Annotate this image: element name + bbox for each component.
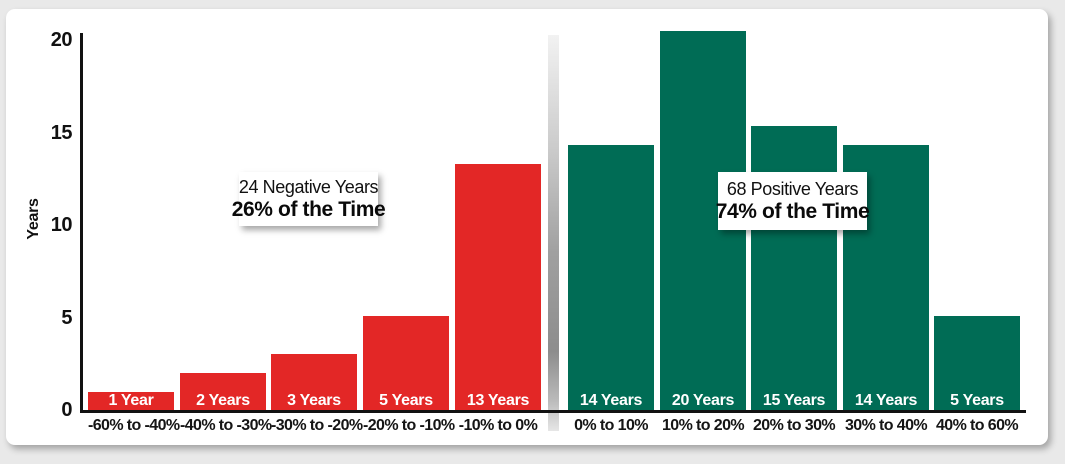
bar-value-label: 20 Years: [671, 392, 735, 409]
bar-value-label: 1 Year: [108, 392, 154, 409]
bar-value-label: 5 Years: [950, 392, 1004, 409]
bar-value-label: 5 Years: [379, 392, 433, 409]
y-axis-line: [80, 33, 83, 413]
negative-years-bar: 13 Years: [455, 164, 541, 411]
x-tick-label: 20% to 30%: [752, 417, 836, 434]
bar-value-label: 2 Years: [196, 392, 250, 409]
divider-bar: [548, 35, 559, 431]
x-tick-label: 30% to 40%: [844, 417, 928, 434]
x-tick-label: -10% to 0%: [458, 417, 538, 434]
y-tick-label: 0: [61, 399, 72, 421]
negative-years-bar: 3 Years: [271, 354, 357, 411]
x-axis-line: [80, 410, 1026, 413]
bar-value-label: 13 Years: [466, 392, 530, 409]
bar-value-label: 14 Years: [579, 392, 643, 409]
positive-years-bar: 15 Years: [751, 126, 837, 411]
negative-annotation-percent: 26% of the Time: [231, 197, 386, 221]
positive-annotation-count: 68 Positive Years: [726, 178, 859, 199]
y-tick-label: 10: [50, 214, 73, 236]
bar-value-label: 15 Years: [762, 392, 826, 409]
bar-value-label: 3 Years: [287, 392, 341, 409]
negative-years-bar: 2 Years: [180, 373, 266, 411]
x-tick-label: 0% to 10%: [574, 417, 648, 434]
positive-annotation: 68 Positive Years 74% of the Time: [715, 172, 870, 230]
bar-value-label: 14 Years: [854, 392, 918, 409]
x-tick-label: -60% to -40%: [88, 417, 180, 434]
negative-years-bar: 5 Years: [363, 316, 449, 411]
y-tick-label: 5: [61, 306, 72, 329]
x-tick-label: 40% to 60%: [935, 417, 1019, 434]
positive-annotation-percent: 74% of the Time: [715, 199, 870, 223]
negative-annotation-count: 24 Negative Years: [238, 176, 379, 197]
x-tick-label: 10% to 20%: [661, 417, 745, 434]
negative-years-bar: 1 Year: [88, 392, 174, 411]
x-tick-label: -20% to -10%: [363, 417, 455, 434]
y-tick-label: 20: [50, 29, 73, 51]
x-tick-label: -40% to -30%: [180, 417, 272, 434]
positive-years-bar: 14 Years: [568, 145, 654, 411]
y-tick-label: 15: [50, 121, 73, 144]
negative-annotation: 24 Negative Years 26% of the Time: [232, 172, 386, 226]
x-tick-label: -30% to -20%: [271, 417, 363, 434]
positive-years-bar: 5 Years: [934, 316, 1020, 411]
